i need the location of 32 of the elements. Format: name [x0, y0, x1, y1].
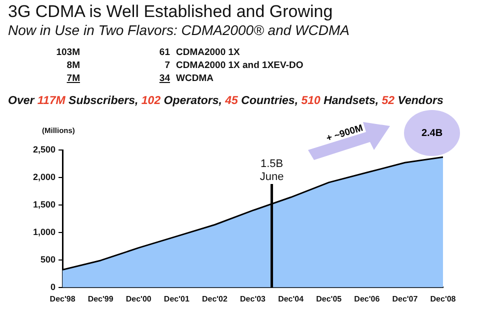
ellipse-badge: 2.4B	[404, 110, 460, 156]
text: + ~900M	[325, 122, 364, 144]
chart-title: 3G CDMA is Well Established and Growing	[8, 2, 333, 22]
text: 8M	[66, 60, 80, 71]
text: 61	[158, 47, 170, 58]
chart-subtitle: Now in Use in Two Flavors: CDMA2000® and WCDMA	[8, 22, 350, 38]
x-tick-label: Dec'00	[126, 294, 152, 304]
x-tick-label: Dec'04	[278, 294, 304, 304]
x-tick-label: Dec'01	[164, 294, 190, 304]
y-tick-label: 1,500	[32, 199, 56, 210]
x-tick-label: Dec'03	[240, 294, 266, 304]
y-tick-label: 500	[40, 254, 56, 264]
text: 7M	[66, 73, 80, 84]
x-tick-label: Dec'08	[430, 294, 456, 304]
x-tick-label: Dec'07	[392, 294, 418, 304]
y-tick-label: 0	[50, 282, 56, 292]
text: Over 117M Subscribers, 102 Operators, 45 Countries, 510 Handsets, 52 Vendors	[8, 95, 444, 107]
y-tick-label: 2,500	[32, 144, 56, 154]
text: WCDMA	[176, 73, 214, 84]
x-tick-label: Dec'06	[354, 294, 380, 304]
text: 7	[164, 60, 170, 71]
x-tick-label: Dec'05	[316, 294, 342, 304]
x-tick-label: Dec'98	[50, 294, 76, 304]
text: 103M	[55, 47, 80, 58]
y-tick-label: 2,000	[32, 172, 56, 182]
y-tick-label: 1,000	[32, 226, 56, 237]
x-tick-label: Dec'02	[202, 294, 228, 304]
text: CDMA2000 1X	[176, 47, 241, 58]
x-tick-label: Dec'99	[88, 294, 114, 304]
text: 34	[158, 73, 170, 84]
text: CDMA2000 1X and 1XEV-DO	[176, 60, 304, 71]
ref-line-label: 1.5B June	[260, 158, 284, 183]
